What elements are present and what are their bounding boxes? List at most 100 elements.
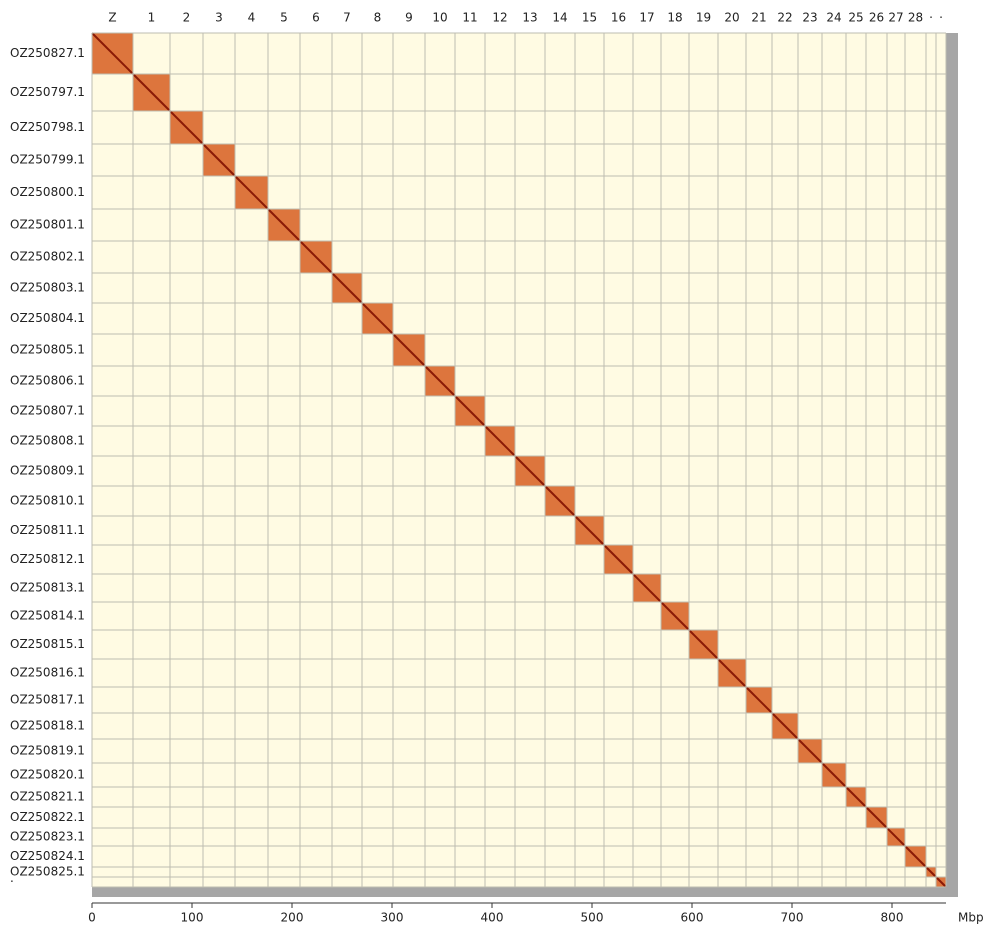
top-label: 1 — [148, 11, 156, 25]
left-label: OZ250809.1 — [10, 464, 85, 478]
x-tick-label: 300 — [381, 911, 404, 925]
diagonal — [886, 827, 906, 847]
left-label: OZ250812.1 — [10, 552, 85, 566]
left-label: OZ250808.1 — [10, 434, 85, 448]
top-label: 28 — [908, 11, 923, 25]
top-label: 15 — [582, 11, 597, 25]
left-label: OZ250803.1 — [10, 281, 85, 295]
left-label: OZ250819.1 — [10, 744, 85, 758]
diagonal — [544, 485, 576, 517]
diagonal — [821, 762, 847, 788]
left-label: OZ250810.1 — [10, 494, 85, 508]
top-label: 10 — [432, 11, 447, 25]
diagonal — [865, 806, 888, 829]
top-label: 5 — [280, 11, 288, 25]
top-label: 6 — [312, 11, 320, 25]
pad-bottom — [92, 887, 958, 897]
left-label: OZ250816.1 — [10, 666, 85, 680]
top-label: 26 — [869, 11, 884, 25]
left-label: OZ250821.1 — [10, 790, 85, 804]
left-label: OZ250824.1 — [10, 849, 85, 863]
left-label: OZ250827.1 — [10, 46, 85, 60]
diagonal — [771, 712, 799, 740]
top-label: 8 — [374, 11, 382, 25]
x-tick-label: 600 — [681, 911, 704, 925]
top-label: 4 — [248, 11, 256, 25]
diagonal — [688, 629, 719, 660]
left-label: OZ250805.1 — [10, 343, 85, 357]
left-label: OZ250814.1 — [10, 609, 85, 623]
diagonal — [797, 738, 823, 764]
top-label: Z — [108, 11, 116, 25]
top-label: 3 — [215, 11, 223, 25]
top-label: 16 — [611, 11, 626, 25]
left-label: OZ250813.1 — [10, 581, 85, 595]
diagonal — [845, 786, 867, 808]
diagonal — [904, 845, 927, 868]
diagonal — [299, 240, 333, 274]
left-label: OZ250799.1 — [10, 153, 85, 167]
diagonal — [454, 395, 486, 427]
diagonal — [331, 272, 363, 304]
left-label: OZ250818.1 — [10, 719, 85, 733]
left-label: OZ250798.1 — [10, 120, 85, 134]
diagonal — [132, 73, 171, 112]
top-label: 12 — [492, 11, 507, 25]
diagonal — [91, 32, 134, 75]
left-label: OZ250802.1 — [10, 250, 85, 264]
diagonal — [202, 143, 236, 177]
top-label: 9 — [405, 11, 413, 25]
diagonal — [392, 333, 426, 367]
diagonal — [632, 573, 662, 603]
top-label: 24 — [826, 11, 841, 25]
diagonal — [169, 110, 204, 145]
top-label: · — [929, 11, 933, 25]
diagonal — [660, 601, 690, 631]
diagonal — [935, 876, 947, 888]
top-label: 7 — [343, 11, 351, 25]
top-label: 18 — [667, 11, 682, 25]
left-label: OZ250806.1 — [10, 374, 85, 388]
diagonal — [603, 544, 634, 575]
left-label: OZ250804.1 — [10, 311, 85, 325]
top-label: 13 — [522, 11, 537, 25]
diagonal — [925, 866, 937, 878]
top-label: 2 — [183, 11, 191, 25]
top-label: 19 — [696, 11, 711, 25]
x-tick-label: 800 — [881, 911, 904, 925]
top-label: 22 — [777, 11, 792, 25]
diagonal — [484, 425, 516, 457]
diagonal — [745, 686, 773, 714]
left-label: OZ250817.1 — [10, 693, 85, 707]
top-label: · — [939, 11, 943, 25]
left-label: OZ250815.1 — [10, 637, 85, 651]
diagonal — [361, 302, 394, 335]
diagonal — [717, 658, 747, 688]
pad-right — [946, 33, 958, 897]
left-label: OZ250801.1 — [10, 218, 85, 232]
left-label: OZ250807.1 — [10, 404, 85, 418]
top-label: 17 — [639, 11, 654, 25]
top-label: 11 — [462, 11, 477, 25]
x-tick-label: 0 — [88, 911, 96, 925]
left-label: OZ250797.1 — [10, 85, 85, 99]
top-label: 27 — [888, 11, 903, 25]
top-label: 23 — [802, 11, 817, 25]
x-tick-label: 100 — [181, 911, 204, 925]
left-label: OZ250822.1 — [10, 810, 85, 824]
x-tick-label: 700 — [781, 911, 804, 925]
diagonal — [424, 365, 456, 397]
left-label: · — [10, 875, 14, 889]
top-label: 21 — [751, 11, 766, 25]
x-tick-label: 500 — [581, 911, 604, 925]
top-label: 25 — [848, 11, 863, 25]
diagonal — [267, 208, 301, 242]
left-label: OZ250820.1 — [10, 768, 85, 782]
diagonal — [574, 515, 605, 546]
diagonal — [514, 455, 546, 487]
x-tick-label: 200 — [281, 911, 304, 925]
left-label: OZ250811.1 — [10, 523, 85, 537]
left-label: OZ250825.1 — [10, 865, 85, 879]
left-label: OZ250823.1 — [10, 830, 85, 844]
